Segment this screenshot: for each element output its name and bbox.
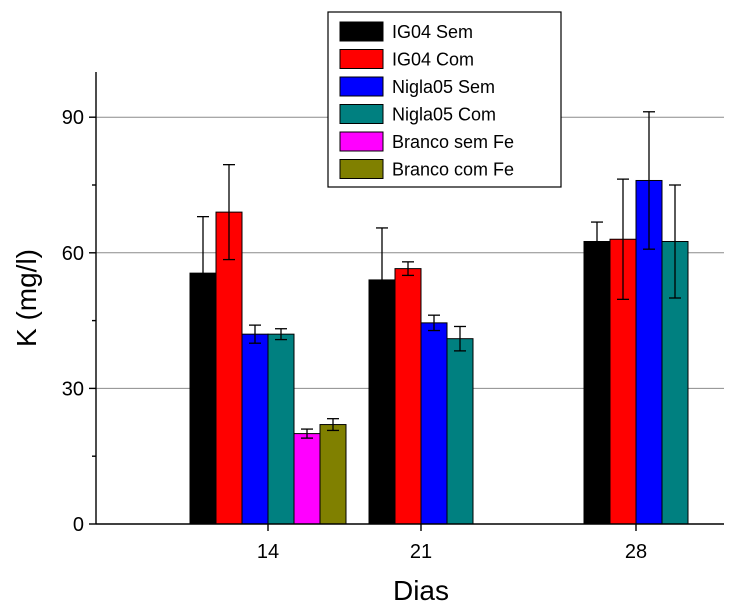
bar-branco-sem-fe-14	[293, 433, 321, 525]
legend-label: IG04 Com	[392, 50, 474, 70]
x-tick-label: 28	[625, 541, 647, 563]
bar-nigla05-com-14	[267, 333, 295, 525]
error-bar	[249, 324, 261, 344]
error-bar	[428, 314, 440, 332]
axes	[95, 72, 724, 525]
legend-swatch	[339, 159, 384, 179]
error-bar	[617, 178, 629, 301]
error-bar	[376, 227, 388, 333]
legend-swatch	[339, 131, 384, 152]
x-axis-title: Dias	[393, 575, 449, 606]
error-bar	[223, 164, 235, 261]
error-bar	[197, 215, 209, 331]
legend-label: IG04 Sem	[392, 22, 473, 42]
legend-label: Branco com Fe	[392, 160, 514, 180]
y-axis-title: K (mg/l)	[11, 249, 42, 347]
legend-swatch	[339, 76, 384, 97]
y-tick-label: 90	[62, 107, 84, 129]
error-bar	[669, 184, 681, 299]
error-bar	[402, 261, 414, 277]
y-tick-label: 60	[62, 243, 84, 265]
legend-swatch	[339, 21, 384, 42]
error-bar	[327, 418, 339, 432]
ticks: 0 30 60 90 14 21 28	[62, 107, 647, 563]
legend: IG04 Sem IG04 Com Nigla05 Sem Nigla05 Com Br…	[327, 11, 562, 188]
legend-label: Branco sem Fe	[392, 132, 514, 152]
bar-nigla05-sem-14	[241, 333, 269, 525]
legend-label: Nigla05 Com	[392, 105, 496, 125]
error-bar	[454, 325, 466, 352]
bar-ig04-com-21	[394, 268, 422, 525]
error-bar	[643, 111, 655, 250]
legend-swatch	[339, 104, 384, 124]
x-tick-label: 14	[257, 541, 279, 563]
legend-label: Nigla05 Sem	[392, 77, 495, 97]
error-bar	[275, 328, 287, 341]
bar-nigla05-sem-21	[420, 322, 448, 525]
bar-ig04-sem-28	[583, 241, 611, 525]
x-tick-label: 21	[410, 541, 432, 563]
bars	[189, 111, 689, 525]
legend-swatch	[339, 49, 384, 69]
bar-nigla05-com-21	[446, 338, 474, 525]
y-tick-label: 30	[62, 378, 84, 400]
bar-branco-com-fe-14	[319, 424, 347, 525]
y-tick-label: 0	[73, 514, 84, 536]
error-bar	[301, 428, 313, 439]
error-bar	[591, 221, 603, 262]
